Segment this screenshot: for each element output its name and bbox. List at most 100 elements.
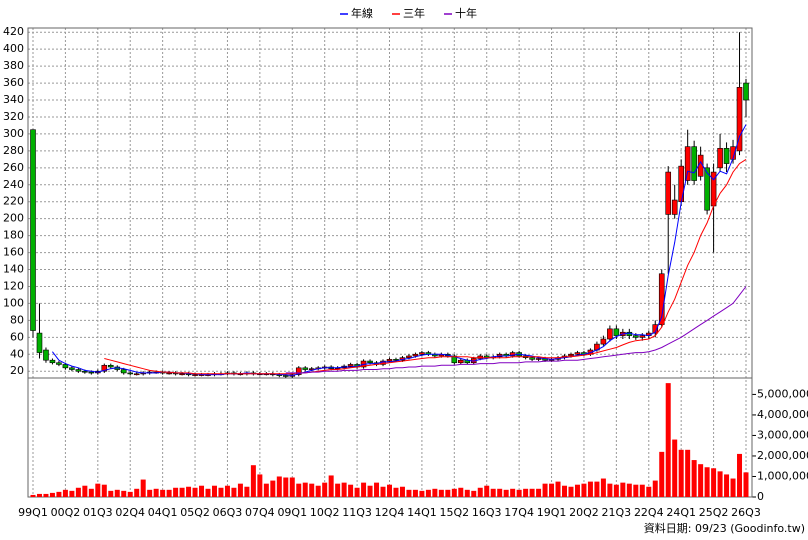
y-tick-label: 180	[3, 229, 24, 242]
candle-body	[69, 367, 75, 370]
y2-tick-label: 4,000,000	[757, 408, 808, 421]
candle-body	[133, 373, 140, 376]
volume-bar	[412, 489, 418, 497]
volume-bar	[445, 489, 451, 497]
volume-bar	[108, 490, 114, 497]
volume-bar	[529, 488, 535, 497]
y-tick-label: 80	[10, 313, 24, 326]
candle-body	[295, 367, 302, 375]
volume-bar	[75, 487, 81, 497]
candle-body	[451, 355, 458, 364]
volume-bar	[659, 451, 665, 497]
volume-bar	[730, 478, 736, 497]
volume-bar	[153, 488, 159, 497]
y2-tick-label: 3,000,000	[757, 428, 808, 441]
volume-bar	[484, 485, 490, 497]
candle-body	[457, 359, 464, 364]
volume-bar	[309, 483, 315, 497]
candle-body	[127, 372, 134, 375]
volume-bar	[652, 480, 658, 497]
volume-bar	[432, 488, 438, 497]
volume-bar	[574, 484, 580, 497]
volume-bar	[244, 486, 250, 497]
candle-body	[107, 364, 114, 368]
volume-bar	[607, 483, 613, 497]
volume-bar	[393, 487, 399, 497]
candle-body	[600, 338, 607, 345]
y-tick-label: 60	[10, 330, 24, 343]
volume-bar	[380, 486, 386, 497]
volume-bar	[36, 493, 42, 497]
candle-body	[639, 335, 646, 338]
volume-bar	[140, 479, 146, 497]
x-tick-label: 20Q2	[569, 506, 599, 519]
volume-bar	[737, 453, 743, 497]
y-tick-label: 120	[3, 279, 24, 292]
x-tick-label: 17Q4	[504, 506, 534, 519]
volume-bar	[704, 467, 710, 497]
volume-bar	[665, 383, 671, 497]
volume-bar	[536, 488, 542, 497]
candle-body	[691, 146, 697, 181]
x-tick-label: 04Q1	[148, 506, 178, 519]
volume-bar	[691, 460, 697, 497]
x-tick-label: 07Q4	[245, 506, 275, 519]
volume-bar	[62, 489, 68, 497]
volume-bar	[348, 484, 354, 497]
candle-body	[406, 355, 412, 358]
candle-body	[684, 146, 691, 181]
volume-bar	[43, 493, 49, 497]
y-tick-label: 420	[3, 25, 24, 38]
volume-bar	[69, 490, 75, 497]
volume-bar	[173, 487, 179, 497]
volume-bar	[186, 486, 192, 497]
candle-body	[282, 375, 289, 377]
volume-bar	[263, 483, 269, 497]
candle-body	[652, 324, 659, 334]
x-tick-label: 99Q1	[18, 506, 48, 519]
y-tick-label: 160	[3, 246, 24, 259]
candle-body	[671, 199, 678, 215]
candle-body	[82, 370, 88, 373]
x-tick-label: 09Q1	[277, 506, 307, 519]
x-tick-label: 00Q2	[51, 506, 81, 519]
y2-tick-label: 1,000,000	[757, 469, 808, 482]
volume-bar	[685, 449, 691, 497]
candle-body	[75, 369, 82, 372]
y-tick-label: 280	[3, 144, 24, 157]
candle-body	[393, 359, 399, 361]
y-tick-label: 300	[3, 127, 24, 140]
x-tick-label: 19Q1	[537, 506, 567, 519]
x-tick-label: 06Q3	[213, 506, 243, 519]
volume-bar	[283, 477, 289, 497]
candle-body	[36, 332, 43, 353]
candle-body	[192, 374, 198, 376]
candle-body	[607, 328, 613, 340]
volume-bar	[166, 489, 172, 497]
volume-bar	[289, 477, 295, 497]
y-tick-label: 100	[3, 296, 24, 309]
volume-bar	[218, 487, 224, 497]
x-tick-label: 24Q1	[666, 506, 696, 519]
volume-bar	[497, 488, 503, 497]
candle-body	[347, 364, 354, 367]
candle-body	[717, 148, 723, 169]
volume-bar	[490, 488, 496, 497]
volume-bar	[471, 490, 477, 497]
candle-body	[568, 353, 574, 357]
volume-bar	[211, 485, 217, 497]
x-tick-label: 11Q3	[342, 506, 372, 519]
volume-bar	[600, 478, 606, 497]
volume-bar	[205, 488, 211, 497]
volume-bar	[192, 487, 198, 497]
volume-bar	[743, 472, 749, 497]
x-tick-label: 25Q2	[699, 506, 729, 519]
candle-body	[529, 357, 535, 360]
legend-label: 年線	[351, 6, 373, 20]
volume-bar	[581, 483, 587, 497]
y-tick-label: 240	[3, 178, 24, 191]
volume-bar	[179, 487, 185, 497]
y-tick-label: 220	[3, 195, 24, 208]
volume-bar	[568, 486, 574, 497]
